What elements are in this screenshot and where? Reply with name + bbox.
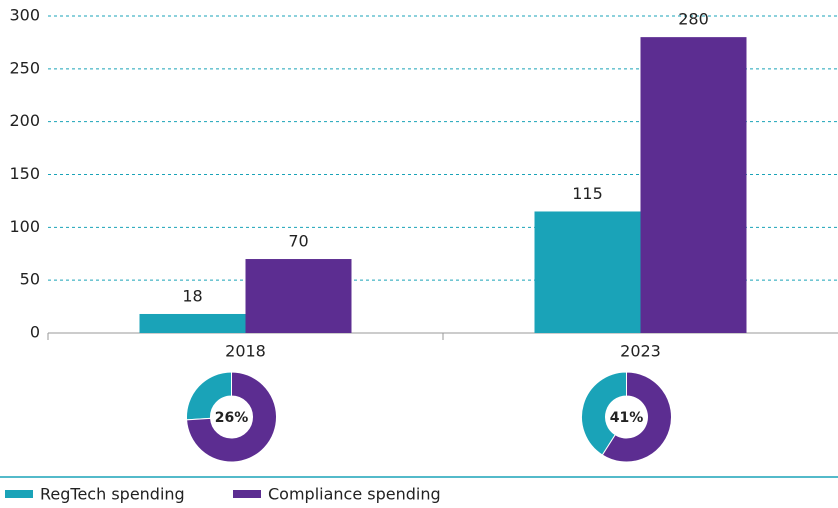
y-tick-label: 250 [9, 58, 40, 77]
y-tick-label: 300 [9, 6, 40, 25]
bar [534, 211, 641, 333]
bar [640, 37, 747, 334]
donut-segment [186, 371, 232, 421]
y-tick-label: 150 [9, 164, 40, 183]
y-tick-label: 100 [9, 217, 40, 236]
legend-label: Compliance spending [268, 485, 441, 504]
y-tick-label: 50 [20, 270, 40, 289]
donut-segment [186, 371, 277, 463]
donut-label: 41% [610, 410, 644, 426]
value-label: 18 [182, 286, 202, 305]
y-tick-label: 200 [9, 111, 40, 130]
donut-label: 26% [215, 410, 249, 426]
donut-segment [601, 371, 672, 463]
legend-label: RegTech spending [40, 485, 185, 504]
x-tick-label: 2023 [620, 342, 661, 361]
legend-swatch [5, 490, 33, 498]
bar [139, 313, 246, 333]
value-label: 115 [572, 184, 603, 203]
legend-swatch [233, 490, 261, 498]
value-label: 280 [678, 10, 709, 29]
bar [245, 259, 352, 333]
value-label: 70 [288, 232, 308, 251]
y-tick-label: 0 [30, 323, 40, 342]
donut-segment [581, 371, 627, 456]
x-tick-label: 2018 [225, 342, 266, 361]
